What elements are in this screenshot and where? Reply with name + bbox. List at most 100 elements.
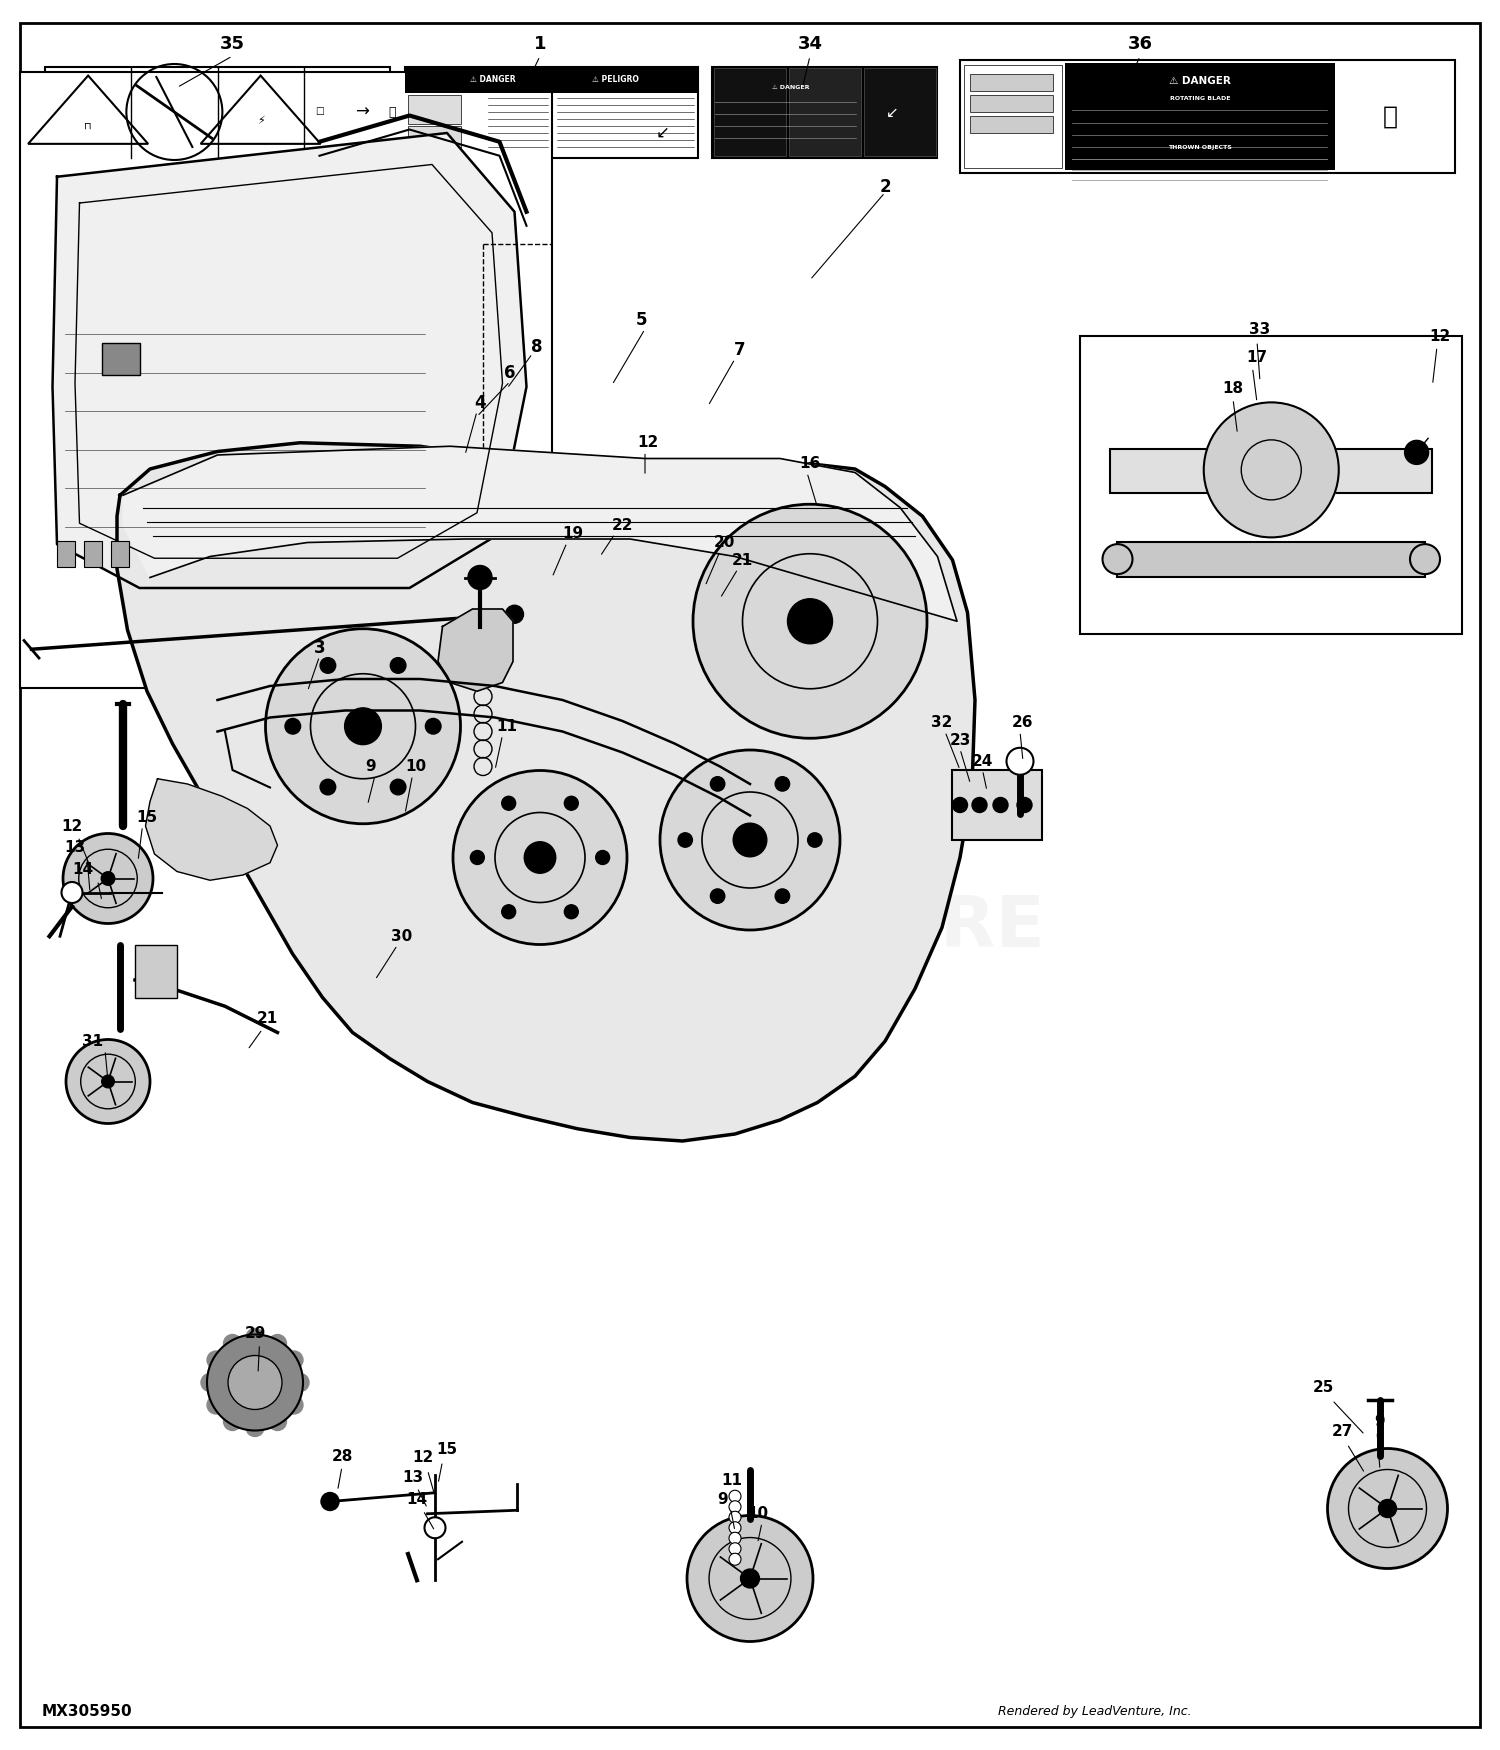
Text: 10: 10	[747, 1507, 768, 1521]
Text: THROWN OBJECTS: THROWN OBJECTS	[1168, 145, 1232, 149]
Bar	[408, 94, 460, 124]
Bar	[970, 94, 1053, 112]
Text: 17: 17	[1246, 350, 1268, 364]
Circle shape	[711, 777, 724, 791]
Bar	[970, 74, 1053, 91]
Bar	[84, 541, 102, 567]
Polygon shape	[146, 779, 278, 880]
Bar	[1110, 450, 1432, 493]
Text: 2: 2	[879, 178, 891, 196]
Text: ROTATING BLADE: ROTATING BLADE	[1170, 96, 1230, 100]
Text: 10: 10	[405, 760, 426, 774]
Text: 12: 12	[1430, 329, 1450, 343]
Circle shape	[729, 1512, 741, 1522]
Text: ⚠ DANGER: ⚠ DANGER	[470, 75, 516, 84]
Circle shape	[741, 1570, 759, 1587]
Bar	[135, 945, 177, 998]
Bar	[20, 72, 552, 688]
Text: 27: 27	[1332, 1424, 1353, 1438]
Text: 32: 32	[932, 716, 952, 730]
Text: 21: 21	[256, 1011, 278, 1026]
Circle shape	[207, 1396, 225, 1414]
Text: 14: 14	[72, 863, 93, 877]
Circle shape	[207, 1351, 225, 1368]
Circle shape	[729, 1544, 741, 1554]
Text: ⊓: ⊓	[84, 121, 92, 131]
Text: 28: 28	[332, 1449, 352, 1463]
Text: 29: 29	[244, 1326, 266, 1340]
Circle shape	[291, 1374, 309, 1391]
Circle shape	[729, 1491, 741, 1502]
Circle shape	[729, 1522, 741, 1533]
Text: MX305950: MX305950	[42, 1704, 132, 1718]
Text: ⚠ DANGER: ⚠ DANGER	[772, 86, 810, 89]
Circle shape	[711, 889, 724, 903]
Text: 8: 8	[531, 338, 543, 355]
Text: 3: 3	[314, 639, 326, 656]
Bar	[102, 343, 140, 374]
Circle shape	[788, 598, 832, 644]
Circle shape	[285, 1351, 303, 1368]
Circle shape	[285, 1396, 303, 1414]
Text: 13: 13	[402, 1470, 423, 1484]
Circle shape	[1378, 1500, 1396, 1517]
Circle shape	[807, 833, 822, 847]
Text: 12: 12	[638, 436, 658, 450]
Text: 33: 33	[1250, 322, 1270, 336]
Circle shape	[1203, 402, 1338, 537]
Text: 9: 9	[717, 1493, 729, 1507]
Text: 14: 14	[406, 1493, 427, 1507]
Text: 9: 9	[1374, 1414, 1386, 1428]
Text: 24: 24	[972, 754, 993, 768]
Bar	[970, 116, 1053, 133]
Circle shape	[729, 1554, 741, 1564]
Circle shape	[320, 779, 336, 794]
Circle shape	[524, 842, 555, 873]
Text: 34: 34	[798, 35, 822, 52]
Circle shape	[1328, 1449, 1448, 1568]
Circle shape	[471, 850, 484, 864]
Bar	[960, 60, 1455, 173]
Circle shape	[390, 658, 406, 674]
Text: →: →	[356, 103, 369, 121]
Circle shape	[776, 889, 789, 903]
Circle shape	[224, 1335, 242, 1353]
Circle shape	[734, 822, 766, 858]
Circle shape	[564, 796, 579, 810]
Polygon shape	[117, 443, 975, 1141]
Text: 20: 20	[714, 536, 735, 550]
Bar	[1065, 63, 1335, 170]
Circle shape	[678, 833, 693, 847]
Circle shape	[1102, 544, 1132, 574]
Text: 16: 16	[800, 457, 820, 471]
Bar	[789, 68, 861, 156]
Text: ⚡: ⚡	[256, 116, 264, 126]
Circle shape	[501, 796, 516, 810]
Circle shape	[1017, 798, 1032, 812]
Text: 19: 19	[562, 527, 584, 541]
Bar	[864, 68, 936, 156]
Text: 15: 15	[136, 810, 158, 824]
Text: 18: 18	[1222, 382, 1244, 396]
Circle shape	[660, 751, 840, 929]
Circle shape	[468, 565, 492, 590]
Bar	[712, 66, 938, 158]
Text: 11: 11	[496, 719, 517, 733]
Bar	[45, 66, 390, 158]
Text: 🚶: 🚶	[388, 105, 396, 119]
Text: 15: 15	[436, 1442, 457, 1456]
Circle shape	[776, 777, 789, 791]
Bar	[57, 541, 75, 567]
Text: ↙: ↙	[886, 105, 898, 119]
Circle shape	[453, 770, 627, 945]
Text: ⚠ PELIGRO: ⚠ PELIGRO	[592, 75, 639, 84]
Circle shape	[320, 658, 336, 674]
Circle shape	[102, 872, 116, 886]
Circle shape	[1410, 544, 1440, 574]
Bar	[1118, 542, 1425, 578]
Text: 1: 1	[534, 35, 546, 52]
Text: 12: 12	[62, 819, 82, 833]
Circle shape	[426, 719, 441, 733]
Circle shape	[246, 1419, 264, 1437]
Circle shape	[63, 833, 153, 924]
